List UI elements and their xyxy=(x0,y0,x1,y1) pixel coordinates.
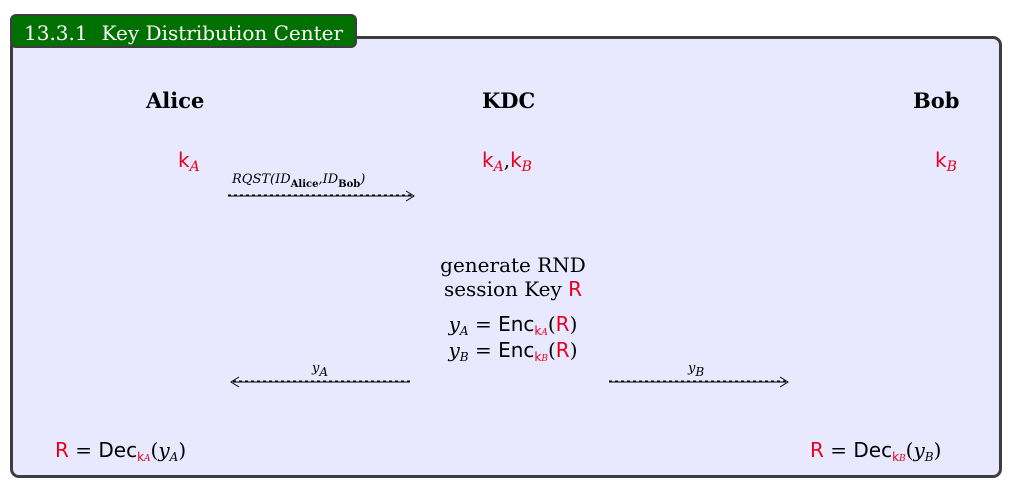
to-bob-arrow xyxy=(609,376,789,388)
section-title-tab: 13.3.1 Key Distribution Center xyxy=(10,14,358,48)
bob-decryption: R = DeckB(yB) xyxy=(810,438,942,464)
party-bob: Bob xyxy=(913,88,960,113)
to-alice-label: yA xyxy=(312,361,329,379)
kdc-step-yb: yB = EnckB(R) xyxy=(448,338,578,364)
request-label: RQST(IDAlice,IDBob) xyxy=(232,172,366,190)
to-alice-arrow xyxy=(230,376,410,388)
party-kdc: KDC xyxy=(482,88,536,113)
section-title: Key Distribution Center xyxy=(101,21,344,45)
to-bob-label: yB xyxy=(688,361,705,379)
bob-key: kB xyxy=(935,148,957,175)
request-arrow xyxy=(228,190,415,202)
kdc-step-ya: yA = EnckA(R) xyxy=(448,312,578,338)
kdc-step-session-key: session Key R xyxy=(443,277,583,301)
alice-key: kA xyxy=(178,148,200,175)
protocol-box xyxy=(10,36,1002,478)
party-alice: Alice xyxy=(146,88,205,113)
alice-decryption: R = DeckA(yA) xyxy=(55,438,187,464)
section-number: 13.3.1 xyxy=(24,21,88,45)
kdc-keys: kA,kB xyxy=(482,148,532,175)
kdc-step-generate: generate RND xyxy=(440,253,586,277)
